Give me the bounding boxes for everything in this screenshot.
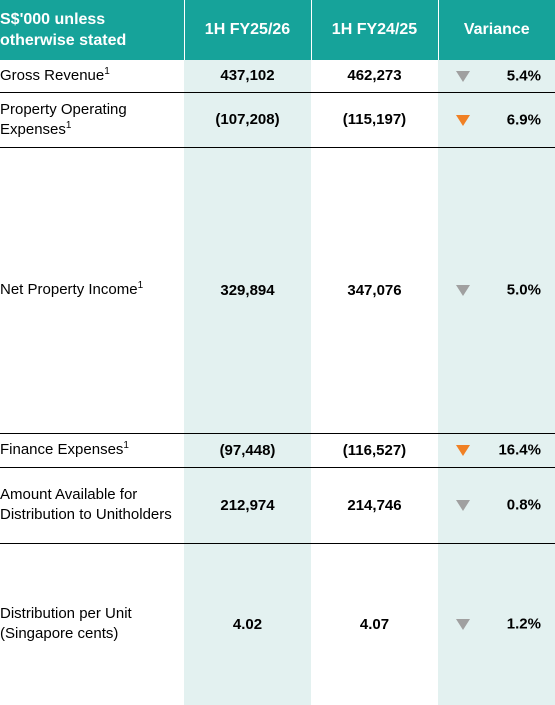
down-arrow-icon — [456, 619, 470, 631]
prior-value: 4.07 — [311, 543, 438, 705]
variance-value: 5.4% — [506, 67, 541, 85]
current-value: (97,448) — [184, 433, 311, 468]
down-arrow-icon — [456, 500, 470, 511]
current-value: 212,974 — [184, 467, 311, 544]
row-label: Property Operating Expenses1 — [0, 92, 184, 148]
row-label-text: Net Property Income — [0, 281, 138, 298]
footnote-marker: 1 — [65, 119, 72, 131]
prior-value: 462,273 — [311, 60, 438, 93]
row-label: Net Property Income1 — [0, 147, 184, 434]
row-label-text: Distribution per Unit (Singapore cents) — [0, 605, 132, 643]
variance-cell: 6.9% — [438, 92, 555, 148]
row-label-text: Property Operating Expenses — [0, 100, 127, 138]
variance-value: 16.4% — [498, 441, 541, 459]
variance-value: 6.9% — [506, 111, 541, 128]
row-label-text: Gross Revenue — [0, 66, 105, 84]
current-value: 437,102 — [184, 60, 311, 93]
variance-cell: 5.4% — [438, 60, 555, 93]
row-distribution-per-unit: Distribution per Unit (Singapore cents) … — [0, 543, 555, 705]
variance-cell: 0.8% — [438, 467, 555, 544]
prior-value: (116,527) — [311, 433, 438, 468]
row-net-property-income: Net Property Income1 329,894 347,076 5.0… — [0, 147, 555, 434]
variance-cell: 1.2% — [438, 543, 555, 705]
row-label: Amount Available for Distribution to Uni… — [0, 467, 184, 544]
current-value: 329,894 — [184, 147, 311, 434]
down-arrow-icon — [456, 445, 470, 456]
variance-cell: 5.0% — [438, 147, 555, 434]
footnote-marker: 1 — [123, 440, 129, 451]
header-label-column: S$'000 unless otherwise stated — [0, 0, 185, 60]
down-arrow-icon — [456, 70, 470, 82]
down-arrow-icon — [456, 114, 470, 126]
row-label-text: Finance Expenses — [0, 441, 124, 458]
header-prior-period: 1H FY24/25 — [311, 0, 439, 60]
row-amount-available-for-distribution: Amount Available for Distribution to Uni… — [0, 467, 555, 544]
footnote-marker: 1 — [104, 65, 110, 77]
variance-value: 5.0% — [506, 281, 541, 299]
variance-cell: 16.4% — [438, 433, 555, 468]
down-arrow-icon — [456, 285, 470, 296]
row-label: Finance Expenses1 — [0, 433, 184, 468]
footnote-marker: 1 — [137, 280, 144, 291]
current-value: 4.02 — [184, 543, 311, 705]
row-label-text: Amount Available for Distribution to Uni… — [0, 486, 172, 523]
variance-value: 0.8% — [506, 496, 541, 514]
row-property-operating-expenses: Property Operating Expenses1 (107,208) (… — [0, 92, 555, 148]
current-value: (107,208) — [184, 92, 311, 148]
header-variance: Variance — [438, 0, 555, 60]
prior-value: 214,746 — [311, 467, 438, 544]
row-finance-expenses: Finance Expenses1 (97,448) (116,527) 16.… — [0, 433, 555, 468]
row-label: Distribution per Unit (Singapore cents) — [0, 543, 184, 705]
row-gross-revenue: Gross Revenue1 437,102 462,273 5.4% — [0, 60, 555, 93]
prior-value: 347,076 — [311, 147, 438, 434]
header-current-period: 1H FY25/26 — [184, 0, 312, 60]
header-row: S$'000 unless otherwise stated 1H FY25/2… — [0, 0, 555, 60]
variance-value: 1.2% — [506, 615, 541, 633]
row-label: Gross Revenue1 — [0, 60, 184, 93]
prior-value: (115,197) — [311, 92, 438, 148]
